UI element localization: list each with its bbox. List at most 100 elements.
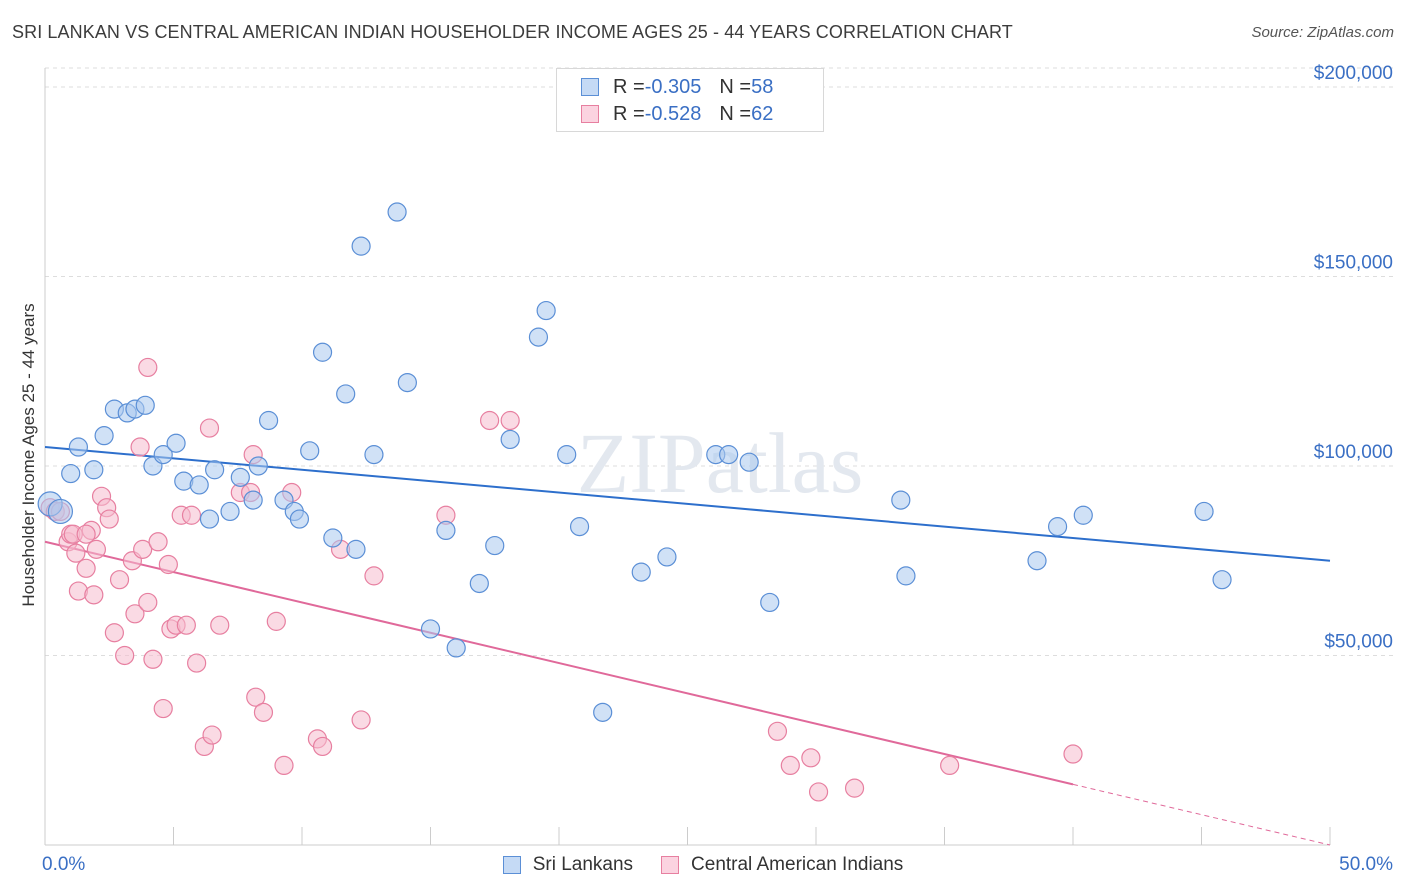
data-point-sri-lankan: [739, 452, 759, 472]
legend-item-central-american-indians[interactable]: Central American Indians: [661, 854, 903, 876]
legend-r-label: R =: [613, 75, 645, 98]
data-point-central-american-indian: [844, 778, 865, 798]
data-point-central-american-indian: [138, 592, 158, 613]
legend-swatch-blue: [581, 78, 599, 96]
data-point-central-american-indian: [86, 539, 107, 559]
data-point-sri-lankan: [153, 445, 173, 465]
data-point-sri-lankan: [47, 498, 74, 525]
data-point-central-american-indian: [202, 725, 222, 745]
data-point-central-american-indian: [84, 585, 104, 605]
data-point-sri-lankan: [312, 342, 333, 362]
legend-r-value: -0.305: [644, 75, 702, 98]
data-point-sri-lankan: [94, 426, 114, 446]
data-point-sri-lankan: [397, 372, 417, 393]
legend-n-label: N =: [719, 102, 752, 125]
data-point-sri-lankan: [243, 490, 263, 510]
data-point-sri-lankan: [289, 509, 310, 529]
data-point-central-american-indian: [1063, 744, 1083, 764]
x-tick-label: 0.0%: [42, 854, 85, 875]
source-label: Source: ZipAtlas.com: [1251, 24, 1394, 41]
legend-label: Sri Lankans: [532, 854, 634, 875]
data-point-central-american-indian: [780, 755, 800, 776]
legend-r-value: -0.528: [644, 102, 702, 125]
data-point-sri-lankan: [420, 619, 441, 639]
data-point-sri-lankan: [631, 562, 651, 582]
y-tick-label: $150,000: [1314, 252, 1393, 273]
data-point-central-american-indian: [153, 698, 173, 719]
legend-r-label: R =: [613, 102, 645, 125]
data-point-central-american-indian: [76, 558, 96, 578]
data-point-central-american-indian: [99, 509, 119, 529]
data-point-central-american-indian: [312, 736, 333, 757]
data-point-sri-lankan: [230, 467, 250, 487]
data-point-central-american-indian: [76, 524, 96, 544]
data-point-central-american-indian: [148, 532, 168, 552]
y-tick-labels: $50,000 $100,000 $150,000 $200,000: [1314, 63, 1393, 653]
data-point-central-american-indian: [125, 604, 145, 624]
data-point-sri-lankan: [84, 460, 104, 480]
legend-swatch-blue: [502, 856, 521, 874]
data-point-sri-lankan: [536, 300, 556, 321]
data-point-sri-lankan: [1047, 517, 1068, 537]
data-point-central-american-indian: [109, 570, 130, 590]
data-point-central-american-indian: [181, 505, 202, 525]
legend-row-central-american-indians: R = -0.528 N = 62: [581, 102, 773, 126]
y-tick-label: $200,000: [1314, 63, 1393, 84]
data-point-central-american-indian: [500, 410, 520, 431]
data-point-sri-lankan: [135, 395, 155, 415]
legend-label: Central American Indians: [691, 854, 904, 875]
data-point-sri-lankan: [657, 547, 677, 567]
axes: [44, 68, 1331, 846]
data-point-sri-lankan: [1212, 570, 1232, 590]
data-point-sri-lankan: [569, 517, 590, 537]
series-legend: Sri Lankans Central American Indians: [0, 852, 1406, 878]
y-axis-label: Householder Income Ages 25 - 44 years: [19, 303, 38, 606]
data-point-sri-lankan: [446, 638, 466, 658]
central-american-indian-points: [40, 357, 1083, 802]
data-point-sri-lankan: [323, 528, 343, 548]
data-point-sri-lankan: [896, 566, 916, 586]
data-point-central-american-indian: [138, 357, 158, 378]
data-point-central-american-indian: [364, 566, 384, 586]
data-point-central-american-indian: [199, 418, 220, 438]
data-point-sri-lankan: [300, 441, 320, 461]
data-point-central-american-indian: [351, 710, 371, 730]
data-point-central-american-indian: [274, 755, 294, 776]
data-point-sri-lankan: [436, 520, 456, 541]
data-point-central-american-indian: [266, 611, 286, 631]
trend-line-extension: [1072, 783, 1331, 846]
data-point-sri-lankan: [205, 460, 225, 480]
data-point-sri-lankan: [1194, 501, 1214, 522]
data-point-sri-lankan: [500, 429, 520, 450]
legend-swatch-pink: [581, 105, 599, 123]
legend-item-sri-lankans[interactable]: Sri Lankans: [502, 854, 634, 876]
data-point-central-american-indian: [143, 649, 163, 669]
data-point-sri-lankan: [1073, 505, 1093, 525]
data-point-central-american-indian: [104, 623, 124, 643]
data-point-sri-lankan: [336, 384, 356, 404]
data-point-sri-lankan: [364, 445, 384, 465]
legend-n-value: 62: [751, 102, 774, 125]
data-point-sri-lankan: [199, 509, 220, 529]
data-point-sri-lankan: [469, 573, 489, 594]
correlation-legend: R = -0.305 N = 58 R = -0.528 N = 62: [556, 68, 824, 132]
data-point-central-american-indian: [130, 437, 150, 457]
data-point-sri-lankan: [61, 463, 81, 484]
data-point-sri-lankan: [189, 475, 209, 495]
data-point-central-american-indian: [187, 653, 207, 673]
data-point-sri-lankan: [166, 433, 186, 453]
data-point-central-american-indian: [808, 782, 829, 802]
data-point-sri-lankan: [258, 410, 279, 431]
data-point-central-american-indian: [940, 755, 960, 776]
data-point-sri-lankan: [220, 501, 240, 522]
data-point-central-american-indian: [253, 702, 274, 722]
legend-row-sri-lankans: R = -0.305 N = 58: [581, 75, 773, 99]
data-point-central-american-indian: [246, 687, 266, 707]
y-tick-label: $50,000: [1324, 631, 1393, 652]
grid-lines: [45, 67, 1395, 656]
data-point-central-american-indian: [66, 543, 86, 563]
data-point-sri-lankan: [719, 445, 739, 465]
data-point-central-american-indian: [801, 748, 821, 768]
data-point-sri-lankan: [248, 456, 268, 476]
data-point-sri-lankan: [528, 327, 549, 347]
